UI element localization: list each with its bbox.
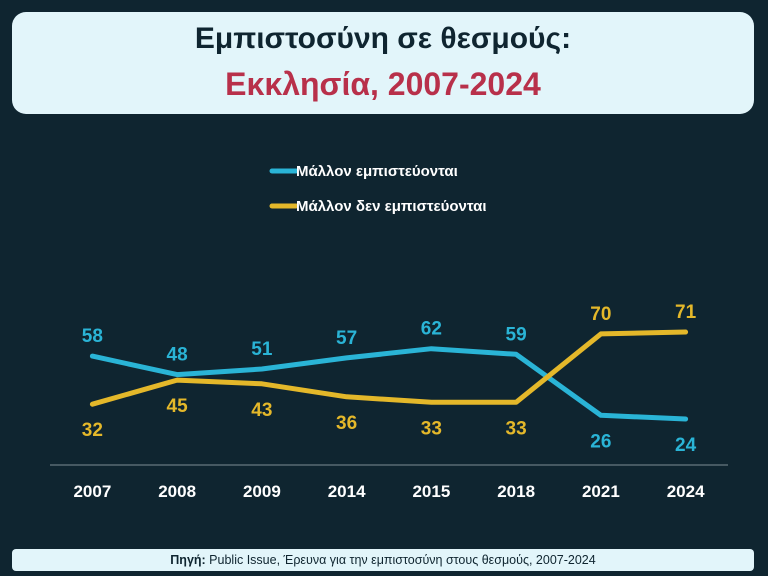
data-label: 24 — [675, 435, 697, 456]
source-text: Public Issue, Έρευνα για την εμπιστοσύνη… — [205, 553, 596, 567]
chart-title: Εμπιστοσύνη σε θεσμούς: — [194, 22, 572, 55]
x-tick-label: 2021 — [582, 482, 620, 501]
title-panel: Εμπιστοσύνη σε θεσμούς: Εκκλησία, 2007-2… — [12, 12, 754, 114]
data-label: 32 — [82, 420, 103, 441]
data-label: 58 — [82, 326, 103, 347]
series-line — [89, 346, 689, 422]
data-label: 36 — [336, 413, 357, 434]
data-label: 71 — [675, 302, 697, 323]
data-label: 26 — [590, 431, 611, 452]
series-lines — [89, 329, 689, 422]
x-tick-label: 2024 — [667, 482, 705, 501]
data-label: 57 — [336, 328, 357, 349]
data-label: 43 — [251, 400, 272, 421]
data-label: 45 — [167, 396, 189, 417]
x-axis-ticks: 2007 2008 2009 2014 2015 2018 2021 2024 — [73, 482, 705, 501]
data-labels: 58 48 51 57 62 59 26 24 32 45 43 36 33 33 70 71 — [82, 302, 697, 456]
x-tick-label: 2018 — [497, 482, 535, 501]
x-tick-label: 2014 — [328, 482, 366, 501]
data-label: 62 — [421, 319, 442, 340]
source-footer: Πηγή: Public Issue, Έρευνα για την εμπισ… — [12, 549, 754, 571]
data-label: 51 — [251, 339, 273, 360]
data-label: 33 — [421, 418, 442, 439]
legend-label: Μάλλον δεν εμπιστεύονται — [296, 198, 487, 215]
series-line — [89, 329, 689, 407]
x-tick-label: 2015 — [412, 482, 450, 501]
chart-subtitle: Εκκλησία, 2007-2024 — [225, 66, 541, 102]
x-tick-label: 2007 — [73, 482, 111, 501]
source-label: Πηγή: — [170, 553, 206, 567]
legend-label: Μάλλον εμπιστεύονται — [296, 163, 458, 180]
x-tick-label: 2009 — [243, 482, 281, 501]
x-tick-label: 2008 — [158, 482, 196, 501]
data-label: 33 — [506, 418, 527, 439]
legend: Μάλλον εμπιστεύονται Μάλλον δεν εμπιστεύο… — [269, 163, 487, 215]
data-label: 70 — [590, 304, 611, 325]
data-label: 48 — [167, 345, 188, 366]
data-label: 59 — [506, 324, 527, 345]
